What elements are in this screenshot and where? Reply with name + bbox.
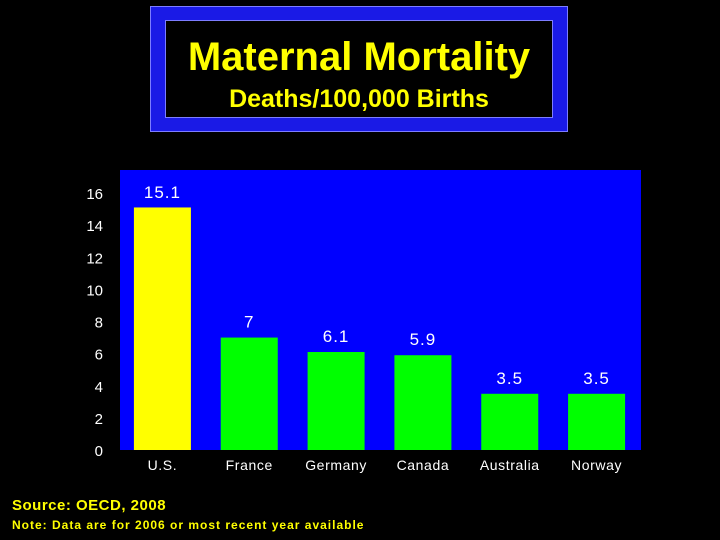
data-label: 3.5 bbox=[583, 369, 610, 388]
chart-subtitle: Deaths/100,000 Births bbox=[229, 85, 489, 113]
data-label: 7 bbox=[244, 313, 254, 332]
bar-canada bbox=[394, 355, 452, 450]
bar-us bbox=[133, 207, 191, 450]
data-label: 6.1 bbox=[323, 327, 350, 346]
chart-title: Maternal Mortality bbox=[187, 35, 531, 79]
title-frame: Maternal Mortality Deaths/100,000 Births bbox=[150, 6, 568, 132]
y-tick-label: 0 bbox=[95, 443, 103, 460]
data-label: 15.1 bbox=[144, 183, 181, 202]
footnote: Note: Data are for 2006 or most recent y… bbox=[12, 518, 365, 532]
y-tick-label: 4 bbox=[95, 379, 103, 396]
data-label: 5.9 bbox=[410, 330, 437, 349]
bar-norway bbox=[568, 393, 626, 450]
title-panel: Maternal Mortality Deaths/100,000 Births bbox=[165, 20, 553, 118]
y-tick-label: 14 bbox=[86, 218, 103, 235]
x-tick-label: Canada bbox=[397, 457, 450, 473]
x-tick-label: France bbox=[226, 457, 273, 473]
data-labels-group: 15.1 7 6.1 5.9 3.5 3.5 bbox=[144, 183, 610, 388]
x-tick-label: Norway bbox=[571, 457, 622, 473]
y-tick-label: 6 bbox=[95, 347, 103, 364]
y-tick-label: 12 bbox=[86, 250, 103, 267]
x-tick-label: U.S. bbox=[148, 457, 178, 473]
x-axis: U.S. France Germany Canada Australia Norway bbox=[148, 457, 622, 473]
bar-germany bbox=[307, 352, 365, 450]
bars-group bbox=[133, 207, 626, 450]
bar-france bbox=[220, 337, 278, 450]
data-label: 3.5 bbox=[496, 369, 523, 388]
source-note: Source: OECD, 2008 bbox=[12, 497, 167, 514]
y-axis: 0 2 4 6 8 10 12 14 16 bbox=[86, 186, 103, 460]
bar-australia bbox=[481, 393, 539, 450]
x-tick-label: Australia bbox=[480, 457, 540, 473]
y-tick-label: 10 bbox=[86, 282, 103, 299]
x-tick-label: Germany bbox=[305, 457, 367, 473]
y-tick-label: 8 bbox=[95, 315, 103, 332]
plot-area bbox=[120, 170, 641, 450]
y-tick-label: 2 bbox=[95, 411, 103, 428]
y-tick-label: 16 bbox=[86, 186, 103, 203]
